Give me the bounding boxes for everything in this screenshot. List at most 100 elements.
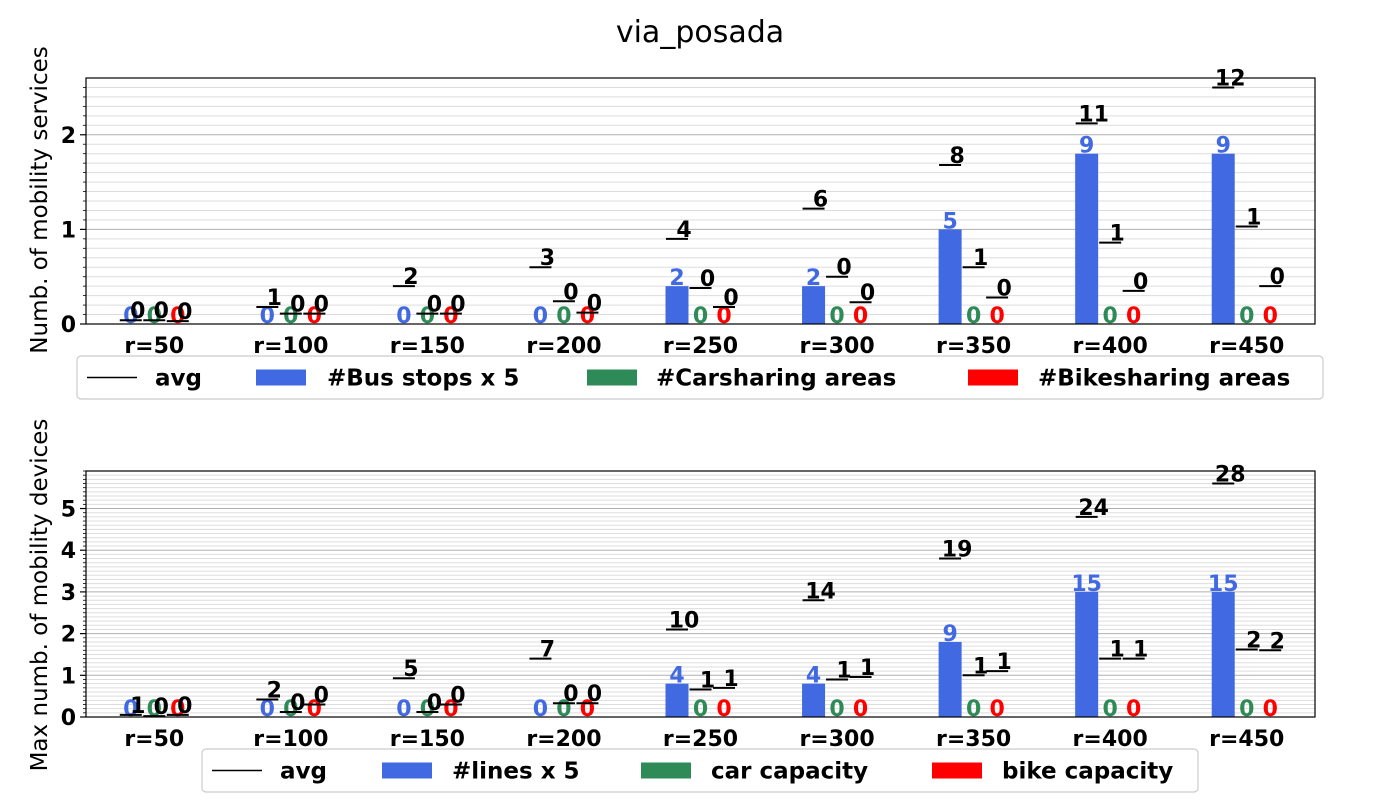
bar-value-label: 9 xyxy=(942,622,957,647)
bar-value-label: 0 xyxy=(443,697,458,722)
bar-value-label: 0 xyxy=(1126,304,1141,329)
bar-value-label: 0 xyxy=(533,697,548,722)
legend-label: avg xyxy=(280,759,327,785)
avg-value-label: 0 xyxy=(154,299,169,324)
bar-value-label: 0 xyxy=(283,697,298,722)
avg-value-label: 0 xyxy=(177,300,192,325)
avg-value-label: 2 xyxy=(403,265,418,290)
legend-box xyxy=(201,748,1199,793)
legend-swatch xyxy=(587,369,637,386)
y-axis-label: Numb. of mobility services xyxy=(27,46,53,353)
y-tick-label: 2 xyxy=(61,623,76,648)
bar-value-label: 0 xyxy=(693,697,708,722)
x-tick-label: r=100 xyxy=(253,727,328,752)
bar-value-label: 2 xyxy=(669,266,684,291)
bar xyxy=(802,683,826,717)
bar-value-label: 0 xyxy=(853,697,868,722)
bar-value-label: 0 xyxy=(853,304,868,329)
legend-swatch xyxy=(968,369,1018,386)
x-tick-label: r=350 xyxy=(936,334,1011,359)
legend-swatch xyxy=(932,762,982,779)
bar-value-label: 0 xyxy=(580,304,595,329)
x-tick-label: r=200 xyxy=(526,727,601,752)
figure-title: via_posada xyxy=(616,15,784,50)
bar-value-label: 0 xyxy=(829,304,844,329)
avg-value-label: 1 xyxy=(973,246,988,271)
avg-value-label: 0 xyxy=(563,280,578,305)
legend-swatch xyxy=(256,369,306,386)
bar-value-label: 9 xyxy=(1216,134,1231,159)
x-tick-label: r=400 xyxy=(1073,334,1148,359)
y-tick-label: 1 xyxy=(61,218,76,243)
x-tick-label: r=150 xyxy=(390,727,465,752)
bar-value-label: 0 xyxy=(533,304,548,329)
avg-value-label: 0 xyxy=(427,691,442,716)
bar-value-label: 4 xyxy=(806,664,821,689)
avg-value-label: 1 xyxy=(267,286,282,311)
avg-value-label: 1 xyxy=(973,654,988,679)
avg-value-label: 1 xyxy=(700,668,715,693)
legend-swatch xyxy=(382,762,432,779)
bar-value-label: 0 xyxy=(260,304,275,329)
bar-value-label: 0 xyxy=(716,304,731,329)
avg-value-label: 0 xyxy=(563,682,578,707)
bar-value-label: 0 xyxy=(420,697,435,722)
bar-value-label: 0 xyxy=(307,697,322,722)
bar-value-label: 0 xyxy=(443,304,458,329)
bar-value-label: 0 xyxy=(1239,697,1254,722)
bar-value-label: 0 xyxy=(1263,304,1278,329)
bar-value-label: 0 xyxy=(283,304,298,329)
x-tick-label: r=200 xyxy=(526,334,601,359)
avg-value-label: 0 xyxy=(290,293,305,318)
avg-value-label: 0 xyxy=(154,695,169,720)
y-tick-label: 1 xyxy=(61,664,76,689)
y-axis-label: Max numb. of mobility devices xyxy=(27,419,53,772)
avg-value-label: 0 xyxy=(1133,270,1148,295)
bar-value-label: 0 xyxy=(556,304,571,329)
x-tick-label: r=450 xyxy=(1209,334,1284,359)
bar-value-label: 0 xyxy=(1239,304,1254,329)
avg-value-label: 0 xyxy=(427,293,442,318)
x-tick-label: r=250 xyxy=(663,727,738,752)
legend-box xyxy=(76,355,1324,400)
legend-swatch xyxy=(641,762,691,779)
bar-value-label: 0 xyxy=(989,304,1004,329)
avg-value-label: 6 xyxy=(813,188,828,213)
avg-value-label: 5 xyxy=(403,657,418,682)
x-tick-label: r=250 xyxy=(663,334,738,359)
bar-value-label: 0 xyxy=(396,304,411,329)
avg-value-label: 7 xyxy=(540,638,555,663)
x-tick-label: r=50 xyxy=(124,334,184,359)
avg-value-label: 0 xyxy=(587,292,602,317)
avg-value-label: 0 xyxy=(996,277,1011,302)
avg-value-label: 0 xyxy=(450,683,465,708)
bar-value-label: 0 xyxy=(147,304,162,329)
bar-value-label: 0 xyxy=(966,697,981,722)
bar-value-label: 0 xyxy=(1126,697,1141,722)
bar xyxy=(665,683,689,717)
x-tick-label: r=150 xyxy=(390,334,465,359)
bar xyxy=(1211,591,1235,717)
avg-value-label: 1 xyxy=(860,656,875,681)
x-tick-label: r=450 xyxy=(1209,727,1284,752)
avg-value-label: 1 xyxy=(723,667,738,692)
bar-value-label: 0 xyxy=(123,304,138,329)
bar xyxy=(1211,153,1235,324)
y-tick-label: 0 xyxy=(61,706,76,731)
avg-value-label: 10 xyxy=(669,608,700,633)
bar-value-label: 15 xyxy=(1208,572,1239,597)
avg-value-label: 0 xyxy=(177,694,192,719)
avg-value-label: 0 xyxy=(860,281,875,306)
avg-value-label: 1 xyxy=(130,694,145,719)
avg-value-label: 0 xyxy=(450,293,465,318)
bar-value-label: 5 xyxy=(942,209,957,234)
x-tick-label: r=400 xyxy=(1073,727,1148,752)
avg-value-label: 3 xyxy=(540,246,555,271)
bar-value-label: 2 xyxy=(806,266,821,291)
bar-value-label: 4 xyxy=(669,664,684,689)
bar xyxy=(1075,153,1099,324)
avg-value-label: 0 xyxy=(723,286,738,311)
y-tick-label: 2 xyxy=(61,124,76,149)
legend-label: #Carsharing areas xyxy=(656,366,896,392)
